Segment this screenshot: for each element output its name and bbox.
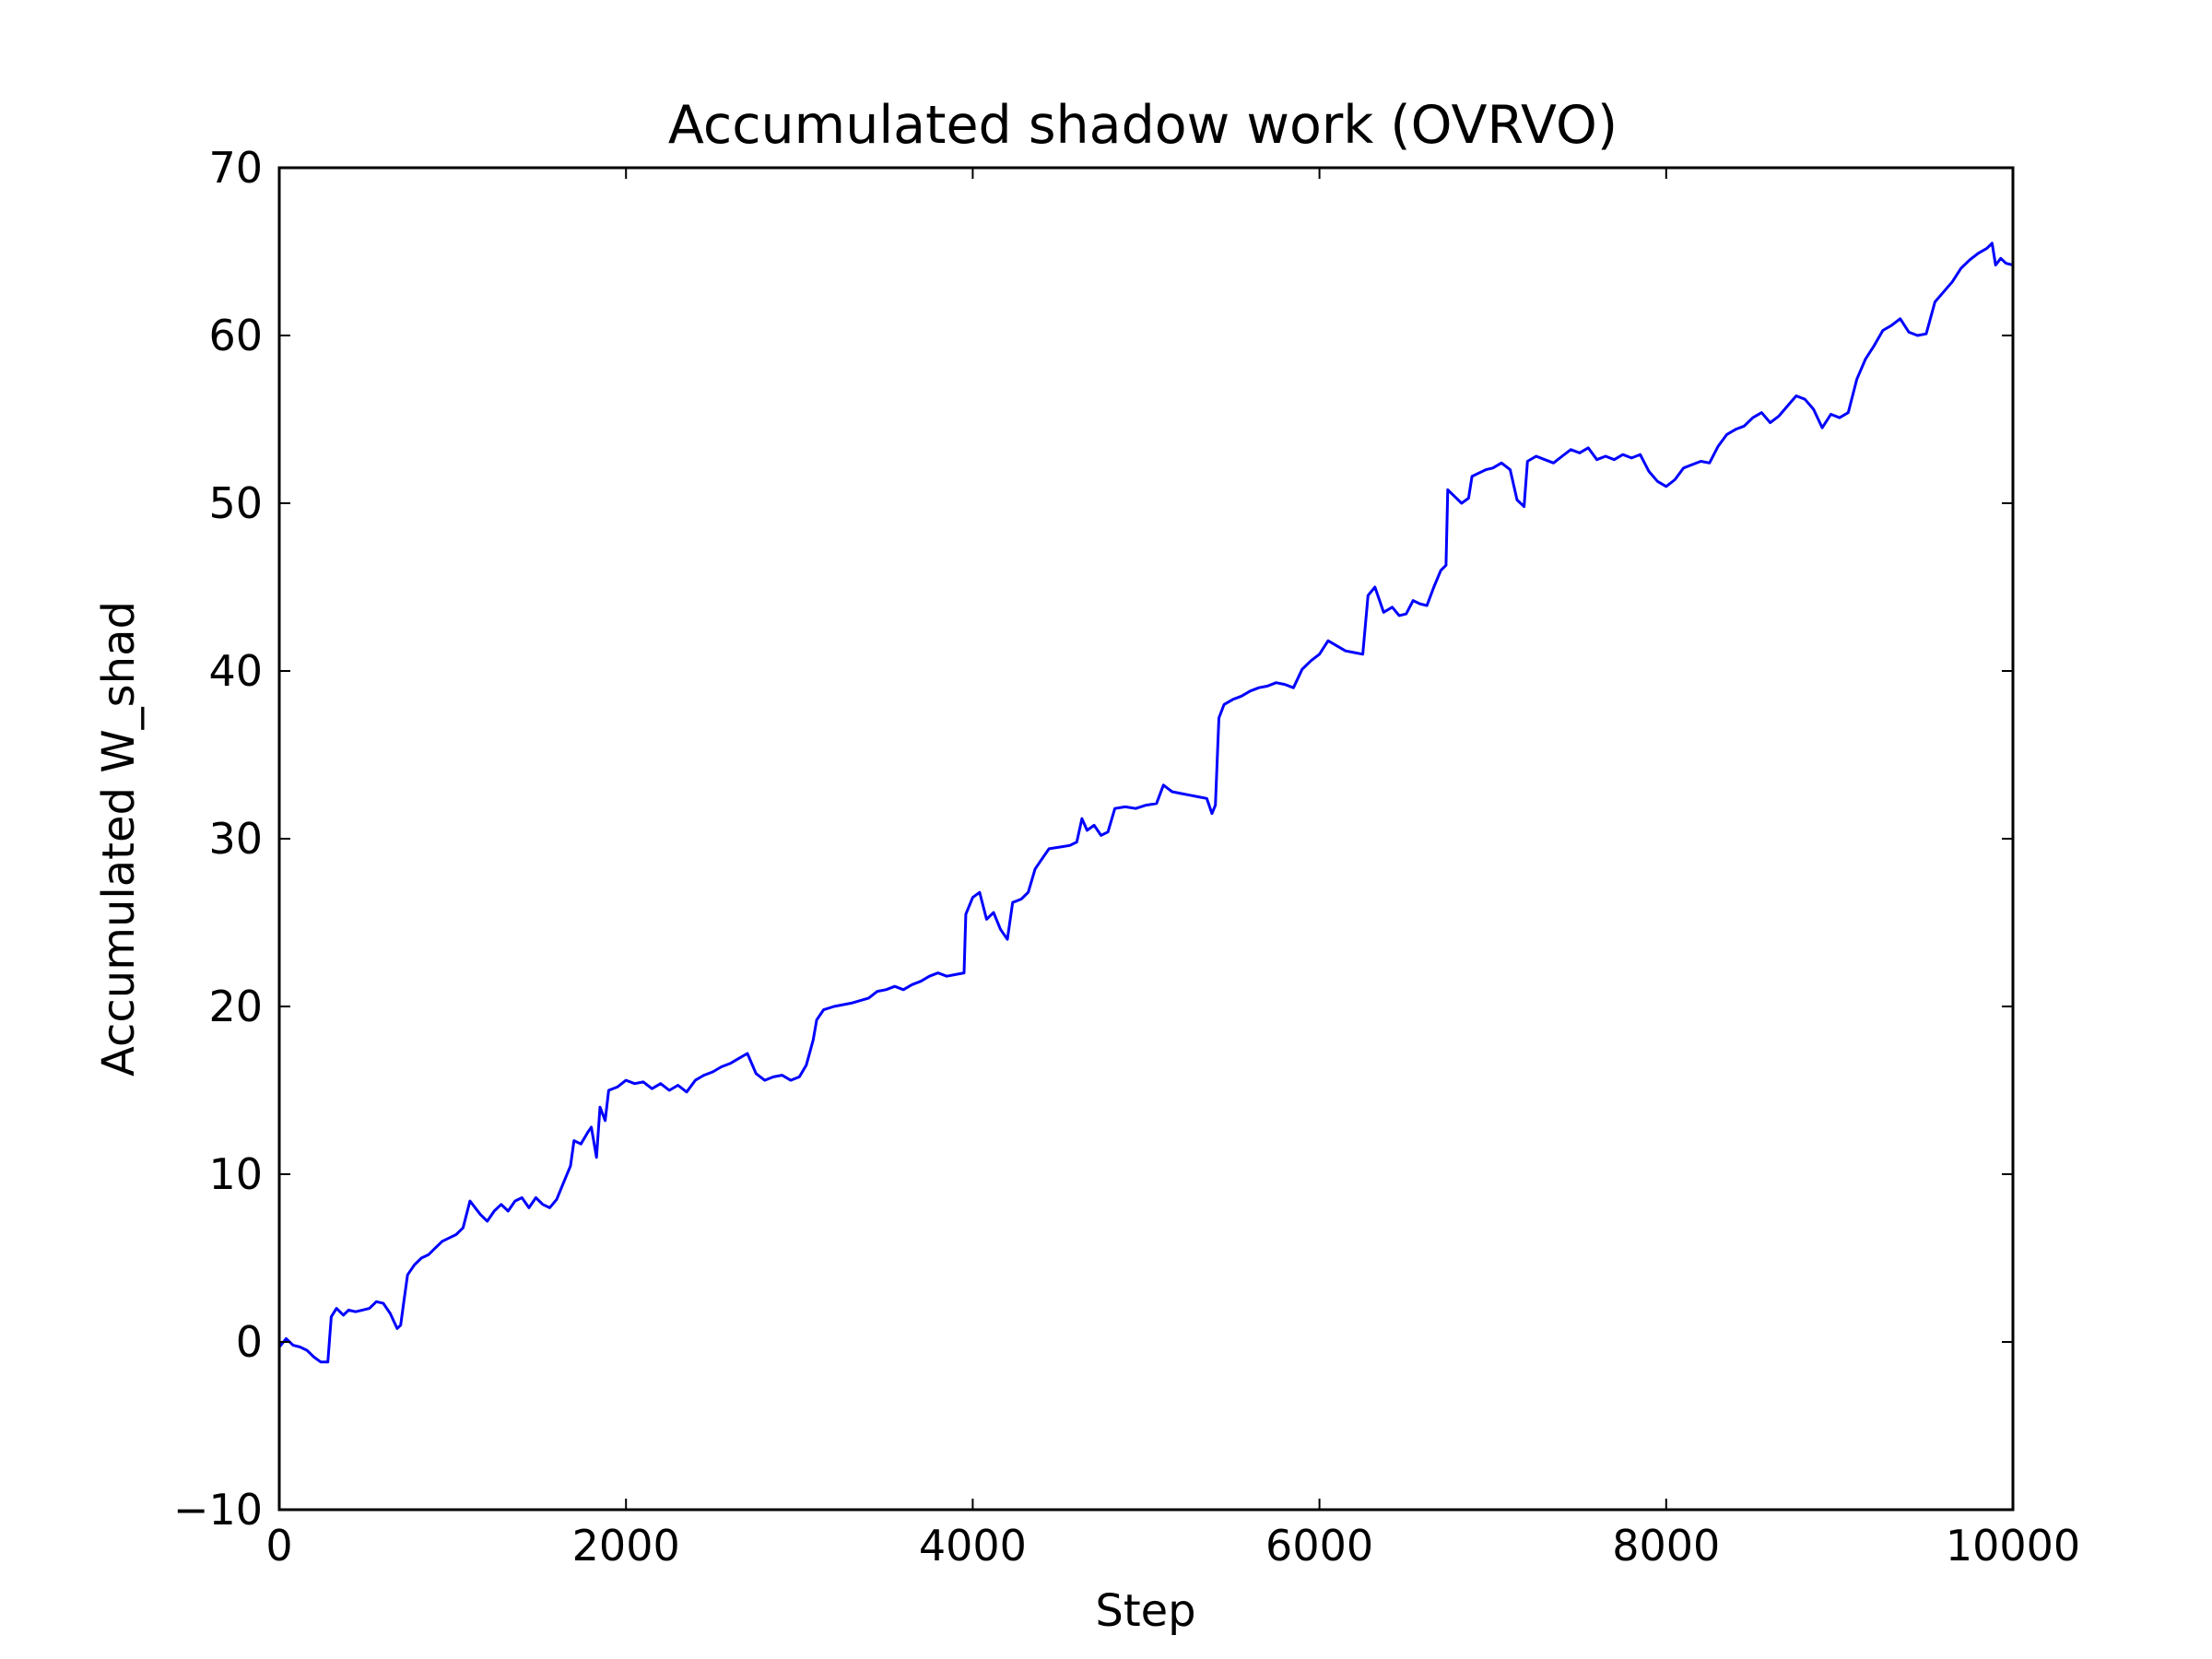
x-tick-label: 8000 [1612,1521,1720,1571]
y-tick-label: 40 [208,646,263,696]
y-tick-label: 60 [208,311,263,360]
series-line [279,241,2013,1364]
y-tick-label: 20 [208,982,263,1031]
series-layer [279,241,2013,1364]
x-tick-label: 10000 [1946,1521,2080,1571]
x-axis-label: Step [1095,1585,1195,1637]
y-tick-label: 50 [208,478,263,528]
x-tick-label: 0 [265,1521,292,1571]
y-axis-label: Accumulated W_shad [93,601,145,1077]
x-tick-label: 2000 [572,1521,680,1571]
x-axis-ticks: 0 2000 4000 6000 8000 10000 [265,168,2080,1571]
y-tick-label: 30 [208,814,263,864]
y-tick-label: 70 [208,143,263,193]
x-tick-label: 4000 [919,1521,1027,1571]
y-tick-label: 0 [236,1317,263,1367]
chart-title: Accumulated shadow work (OVRVO) [668,95,1618,156]
y-tick-label: 10 [208,1149,263,1199]
y-axis-ticks: −10 0 10 20 30 40 50 60 70 [173,143,2013,1535]
x-tick-label: 6000 [1265,1521,1373,1571]
y-tick-label: −10 [173,1485,263,1535]
